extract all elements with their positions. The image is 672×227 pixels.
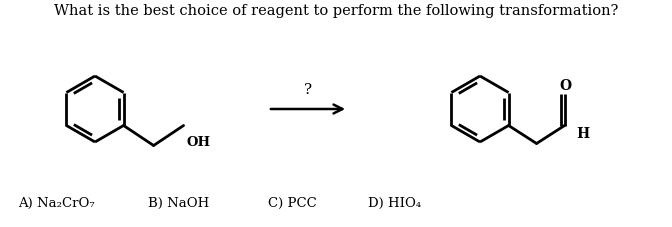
- Text: D) HIO₄: D) HIO₄: [368, 196, 421, 209]
- Text: What is the best choice of reagent to perform the following transformation?: What is the best choice of reagent to pe…: [54, 4, 618, 18]
- Text: ?: ?: [304, 83, 312, 96]
- Text: O: O: [560, 78, 572, 92]
- Text: H: H: [577, 127, 590, 141]
- Text: A) Na₂CrO₇: A) Na₂CrO₇: [18, 196, 95, 209]
- Text: C) PCC: C) PCC: [268, 196, 317, 209]
- Text: OH: OH: [187, 136, 211, 149]
- Text: B) NaOH: B) NaOH: [148, 196, 209, 209]
